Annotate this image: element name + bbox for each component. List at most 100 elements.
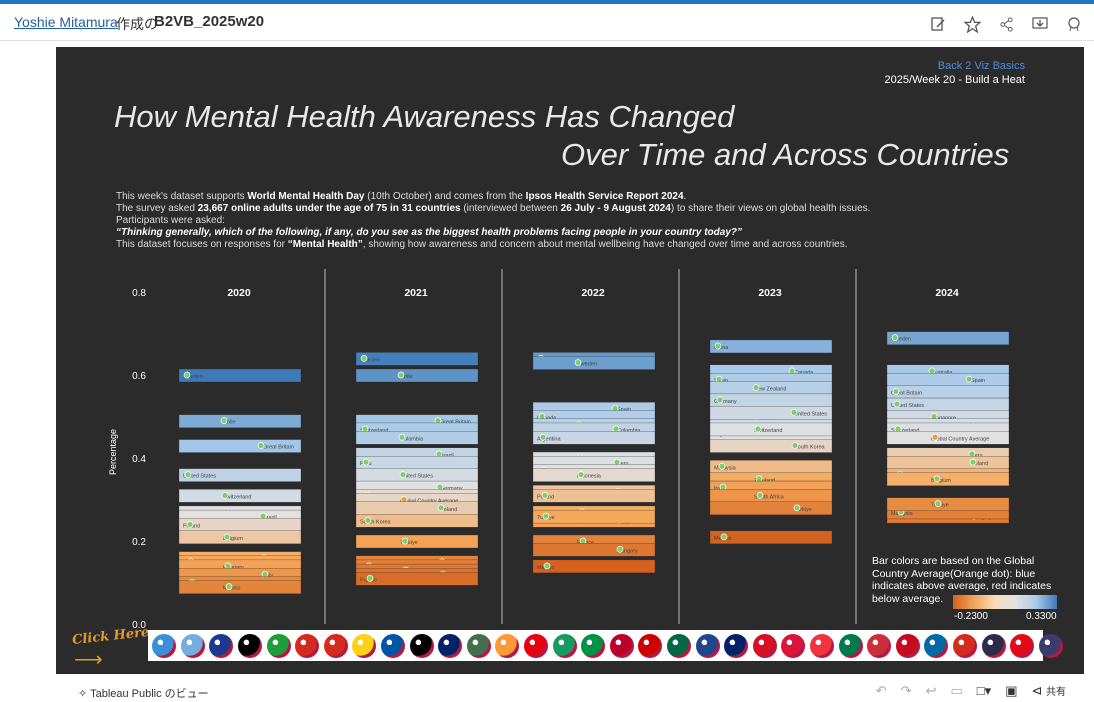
country-label: South Korea — [794, 445, 826, 451]
country-dot — [714, 342, 722, 350]
heat-bar — [355, 514, 479, 528]
badge-icon[interactable] — [1064, 14, 1084, 34]
flag-argentina[interactable] — [180, 633, 205, 658]
flag-france[interactable] — [381, 633, 406, 658]
country-dot — [224, 562, 232, 570]
country-label: Turkiye — [794, 507, 812, 513]
flag-colombia[interactable] — [352, 633, 377, 658]
flag-belgium[interactable] — [238, 633, 263, 658]
country-label: Switzerland — [891, 428, 919, 434]
flag-turkiye[interactable] — [1010, 633, 1035, 658]
flag-south-africa[interactable] — [838, 633, 863, 658]
country-dot — [720, 533, 728, 541]
country-label: Canada — [537, 416, 557, 422]
tableau-public-label[interactable]: ✧ Tableau Public のビュー — [78, 688, 209, 700]
y-tick-label: 0.6 — [132, 371, 146, 382]
redo-icon[interactable]: ↷ — [900, 683, 912, 698]
footer-share-button[interactable]: ⊲ 共有 — [1031, 683, 1066, 698]
country-dot — [435, 450, 443, 458]
heat-bar — [709, 530, 833, 545]
b2vb-link[interactable]: Back 2 Viz Basics — [937, 60, 1025, 72]
download-icon[interactable] — [1030, 14, 1050, 34]
author-link[interactable]: Yoshie Mitamura — [14, 14, 118, 30]
viz-description: This week's dataset supports World Menta… — [116, 191, 871, 250]
year-header: 2024 — [935, 287, 959, 299]
flag-chile[interactable] — [323, 633, 348, 658]
edit-icon[interactable] — [928, 14, 948, 34]
y-tick-label: 0.2 — [132, 537, 146, 548]
country-label: Sweden — [360, 357, 380, 363]
heatmap-chart: 0.0 0.2 0.4 0.6 0.8 Percentage 2020 Sweden Chile… — [108, 269, 1010, 631]
country-label: Germany — [714, 399, 737, 405]
flag-peru[interactable] — [752, 633, 777, 658]
revert-icon[interactable]: ↩ — [925, 683, 937, 698]
fullscreen-icon[interactable]: ▣ — [1005, 683, 1018, 698]
pause-icon[interactable]: ▭ — [950, 683, 963, 698]
country-dot — [894, 425, 902, 433]
created-by-label: 作成の — [116, 16, 158, 32]
country-dot — [400, 496, 408, 503]
flag-poland[interactable] — [781, 633, 806, 658]
flag-sweden[interactable] — [924, 633, 949, 658]
flag-world[interactable] — [152, 633, 177, 658]
flag-hungary[interactable] — [466, 633, 491, 658]
undo-icon[interactable]: ↶ — [875, 683, 887, 698]
favorite-star-icon[interactable] — [962, 14, 982, 34]
country-label: Great Britain — [440, 420, 471, 426]
country-label: Italy — [714, 486, 724, 492]
country-label: South Africa — [754, 494, 785, 500]
country-label: Switzerland — [754, 428, 782, 434]
country-dot — [362, 458, 370, 466]
country-label: United States — [400, 474, 433, 480]
country-dot — [579, 537, 587, 545]
flag-canada[interactable] — [295, 633, 320, 658]
flag-germany[interactable] — [409, 633, 434, 658]
country-dot — [399, 471, 407, 478]
flag-brazil[interactable] — [266, 633, 291, 658]
flag-united-states[interactable] — [1038, 633, 1063, 658]
country-dot — [969, 458, 977, 466]
flag-india[interactable] — [495, 633, 520, 658]
flag-switzerland[interactable] — [952, 633, 977, 658]
country-dot — [538, 413, 546, 420]
country-dot — [965, 375, 973, 383]
heat-bar — [709, 406, 833, 420]
comment-icon[interactable]: □▾ — [976, 683, 992, 698]
country-label: United States — [794, 411, 827, 417]
country-label: Sweden — [577, 362, 597, 368]
heat-bar — [178, 414, 302, 428]
flag-mexico[interactable] — [666, 633, 691, 658]
country-label: Argentina — [537, 436, 561, 442]
flag-new-zealand[interactable] — [724, 633, 749, 658]
flag-spain[interactable] — [895, 633, 920, 658]
flag-ireland[interactable] — [552, 633, 577, 658]
country-label: Chile — [223, 420, 236, 426]
country-dot — [223, 533, 231, 541]
legend-min: -0.2300 — [954, 611, 988, 622]
country-dot — [261, 570, 269, 578]
heat-bar — [178, 489, 302, 503]
flag-indonesia[interactable] — [524, 633, 549, 658]
country-label: Italy — [263, 573, 273, 579]
country-dot — [754, 425, 762, 433]
viz-title-line1: How Mental Health Awareness Has Changed — [114, 99, 735, 134]
country-label: Chile — [400, 374, 413, 380]
y-tick-label: 0.0 — [132, 620, 146, 631]
flag-south-korea[interactable] — [867, 633, 892, 658]
country-dot — [184, 471, 192, 478]
top-accent-bar — [0, 0, 1094, 4]
flag-netherlands[interactable] — [695, 633, 720, 658]
country-label: Australia — [931, 370, 953, 376]
flag-great-britain[interactable] — [438, 633, 463, 658]
country-dot — [892, 388, 900, 395]
country-dot — [542, 512, 550, 520]
flag-singapore[interactable] — [809, 633, 834, 658]
flag-thailand[interactable] — [981, 633, 1006, 658]
country-dot — [401, 537, 409, 545]
flag-japan[interactable] — [609, 633, 634, 658]
share-icon[interactable] — [996, 14, 1016, 34]
flag-australia[interactable] — [209, 633, 234, 658]
country-label: South Korea — [360, 519, 392, 525]
flag-italy[interactable] — [581, 633, 606, 658]
flag-malaysia[interactable] — [638, 633, 663, 658]
